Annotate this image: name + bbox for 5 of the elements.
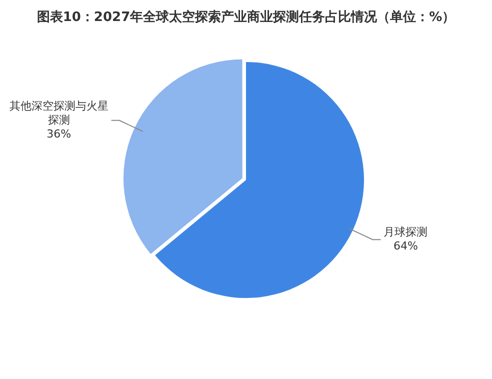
- slice-label: 其他深空探测与火星探测: [9, 99, 108, 126]
- data-label: 36%: [46, 127, 72, 140]
- slice-label: 月球探测: [384, 225, 428, 238]
- data-label: 64%: [393, 239, 418, 252]
- chart-title: 图表10：2027年全球太空探索产业商业探测任务占比情况（单位：%）: [36, 8, 456, 27]
